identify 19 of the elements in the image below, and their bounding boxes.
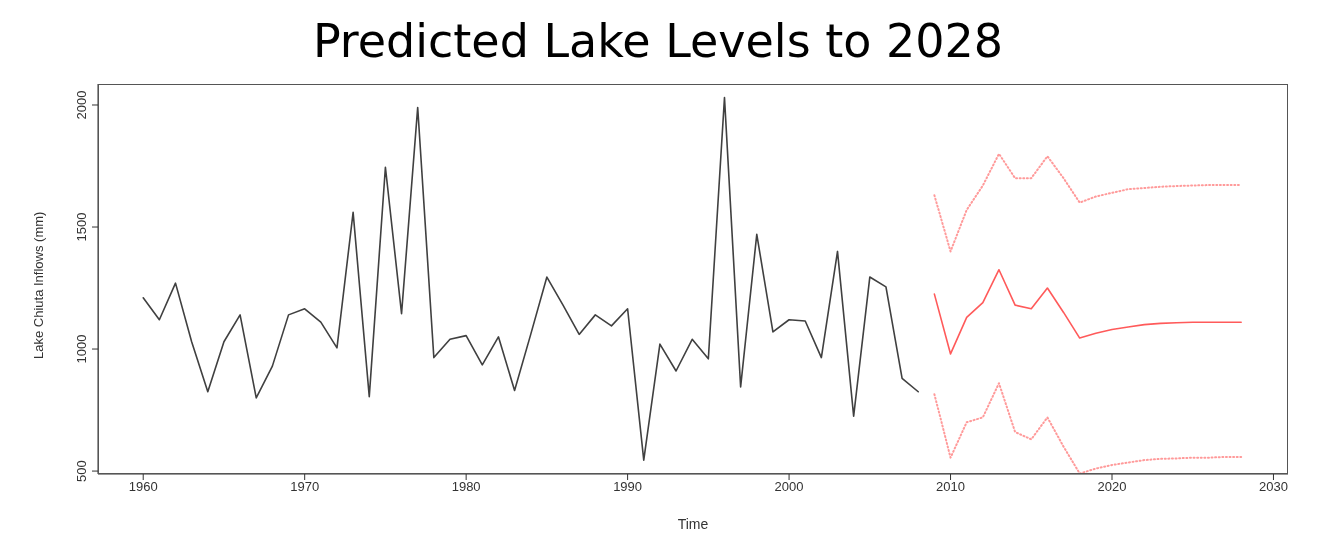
x-tick-label: 2020 [1097,479,1127,495]
x-tick-label: 2000 [774,479,804,495]
line-series [933,382,1243,474]
x-tick-label: 2010 [936,479,965,495]
line-series [142,96,920,461]
chart-title: Predicted Lake Levels to 2028 [311,13,1005,70]
x-tick-label: 1960 [128,479,158,495]
y-axis-title: Lake Chiuta Inflows (mm) [30,211,46,359]
x-tick-label: 1970 [290,479,320,495]
x-axis-title: Time [677,516,709,532]
x-tick-label: 2030 [1259,479,1288,495]
y-tick-label: 1000 [74,334,89,364]
y-tick-label: 2000 [74,90,89,120]
x-tick-label: 1980 [451,479,481,495]
line-series [933,268,1242,355]
y-tick-label: 1500 [74,212,89,242]
x-tick-label: 1990 [613,479,643,495]
y-tick-label: 500 [74,460,89,482]
line-series [933,152,1243,253]
